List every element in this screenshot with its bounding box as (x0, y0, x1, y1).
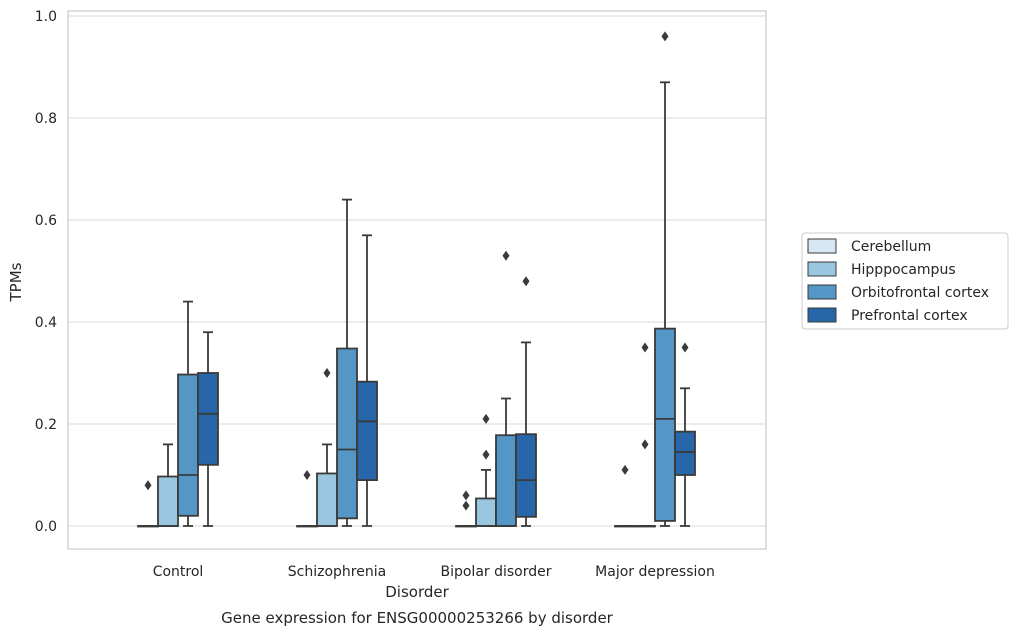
outlier-point (681, 342, 689, 353)
outlier-point (621, 464, 629, 475)
box-group (634, 342, 656, 528)
chart-caption: Gene expression for ENSG00000253266 by d… (221, 609, 614, 627)
outlier-point (482, 413, 490, 424)
outlier-point (323, 368, 331, 378)
outlier-point (462, 500, 470, 511)
outlier-point (144, 480, 152, 491)
iqr-box (157, 475, 179, 527)
y-tick-label: 0.4 (35, 315, 57, 331)
legend: Cerebellum Hipppocampus Orbitofrontal cort… (801, 232, 1009, 330)
x-tick-label: Control (153, 564, 204, 580)
box-group (316, 368, 338, 527)
box-group (137, 480, 159, 528)
y-tick-label: 0.2 (35, 417, 57, 433)
legend-label: Orbitofrontal cortex (851, 285, 989, 301)
legend-swatch (807, 238, 837, 254)
legend-label: Hipppocampus (851, 262, 956, 278)
x-tick-label: Bipolar disorder (440, 564, 551, 580)
y-tick-label: 1.0 (35, 9, 57, 25)
iqr-box (515, 433, 537, 518)
box-group (475, 413, 497, 527)
box-group (197, 331, 219, 527)
box-series (137, 31, 696, 528)
outlier-point (462, 490, 470, 501)
y-tick-label: 0.6 (35, 213, 57, 229)
iqr-box (495, 434, 517, 527)
box-group (515, 276, 537, 527)
legend-label: Prefrontal cortex (851, 308, 968, 324)
iqr-box (475, 497, 497, 527)
legend-swatch (807, 284, 837, 300)
x-tick-label: Major depression (595, 564, 715, 580)
iqr-box (177, 373, 199, 517)
iqr-box (356, 380, 378, 482)
y-tick-label: 0.0 (35, 519, 57, 535)
legend-label: Cerebellum (851, 239, 931, 255)
x-axis-ticks: Control Schizophrenia Bipolar disorder Majo… (153, 564, 715, 580)
outlier-point (661, 31, 669, 42)
outlier-point (303, 470, 311, 480)
iqr-box (336, 347, 358, 520)
legend-swatch (807, 261, 837, 277)
outlier-point (522, 276, 530, 287)
iqr-box (197, 372, 219, 466)
box-group (495, 250, 517, 527)
iqr-box (654, 327, 676, 522)
y-axis-title: TPMs (7, 262, 25, 302)
legend-swatch (807, 307, 837, 323)
iqr-box (316, 472, 338, 527)
x-axis-title: Disorder (385, 583, 449, 601)
box-group (654, 31, 676, 527)
box-group (674, 342, 696, 527)
y-axis-ticks: 0.0 0.2 0.4 0.6 0.8 1.0 (35, 9, 57, 535)
outlier-point (641, 342, 649, 353)
outlier-point (502, 250, 510, 261)
outlier-point (641, 439, 649, 450)
iqr-box (674, 430, 696, 476)
outlier-point (482, 449, 490, 460)
legend-frame (801, 232, 1009, 330)
box-group (356, 234, 378, 527)
plot-frame (67, 10, 767, 550)
box-group (177, 300, 199, 527)
y-tick-label: 0.8 (35, 111, 57, 127)
x-tick-label: Schizophrenia (288, 564, 386, 580)
